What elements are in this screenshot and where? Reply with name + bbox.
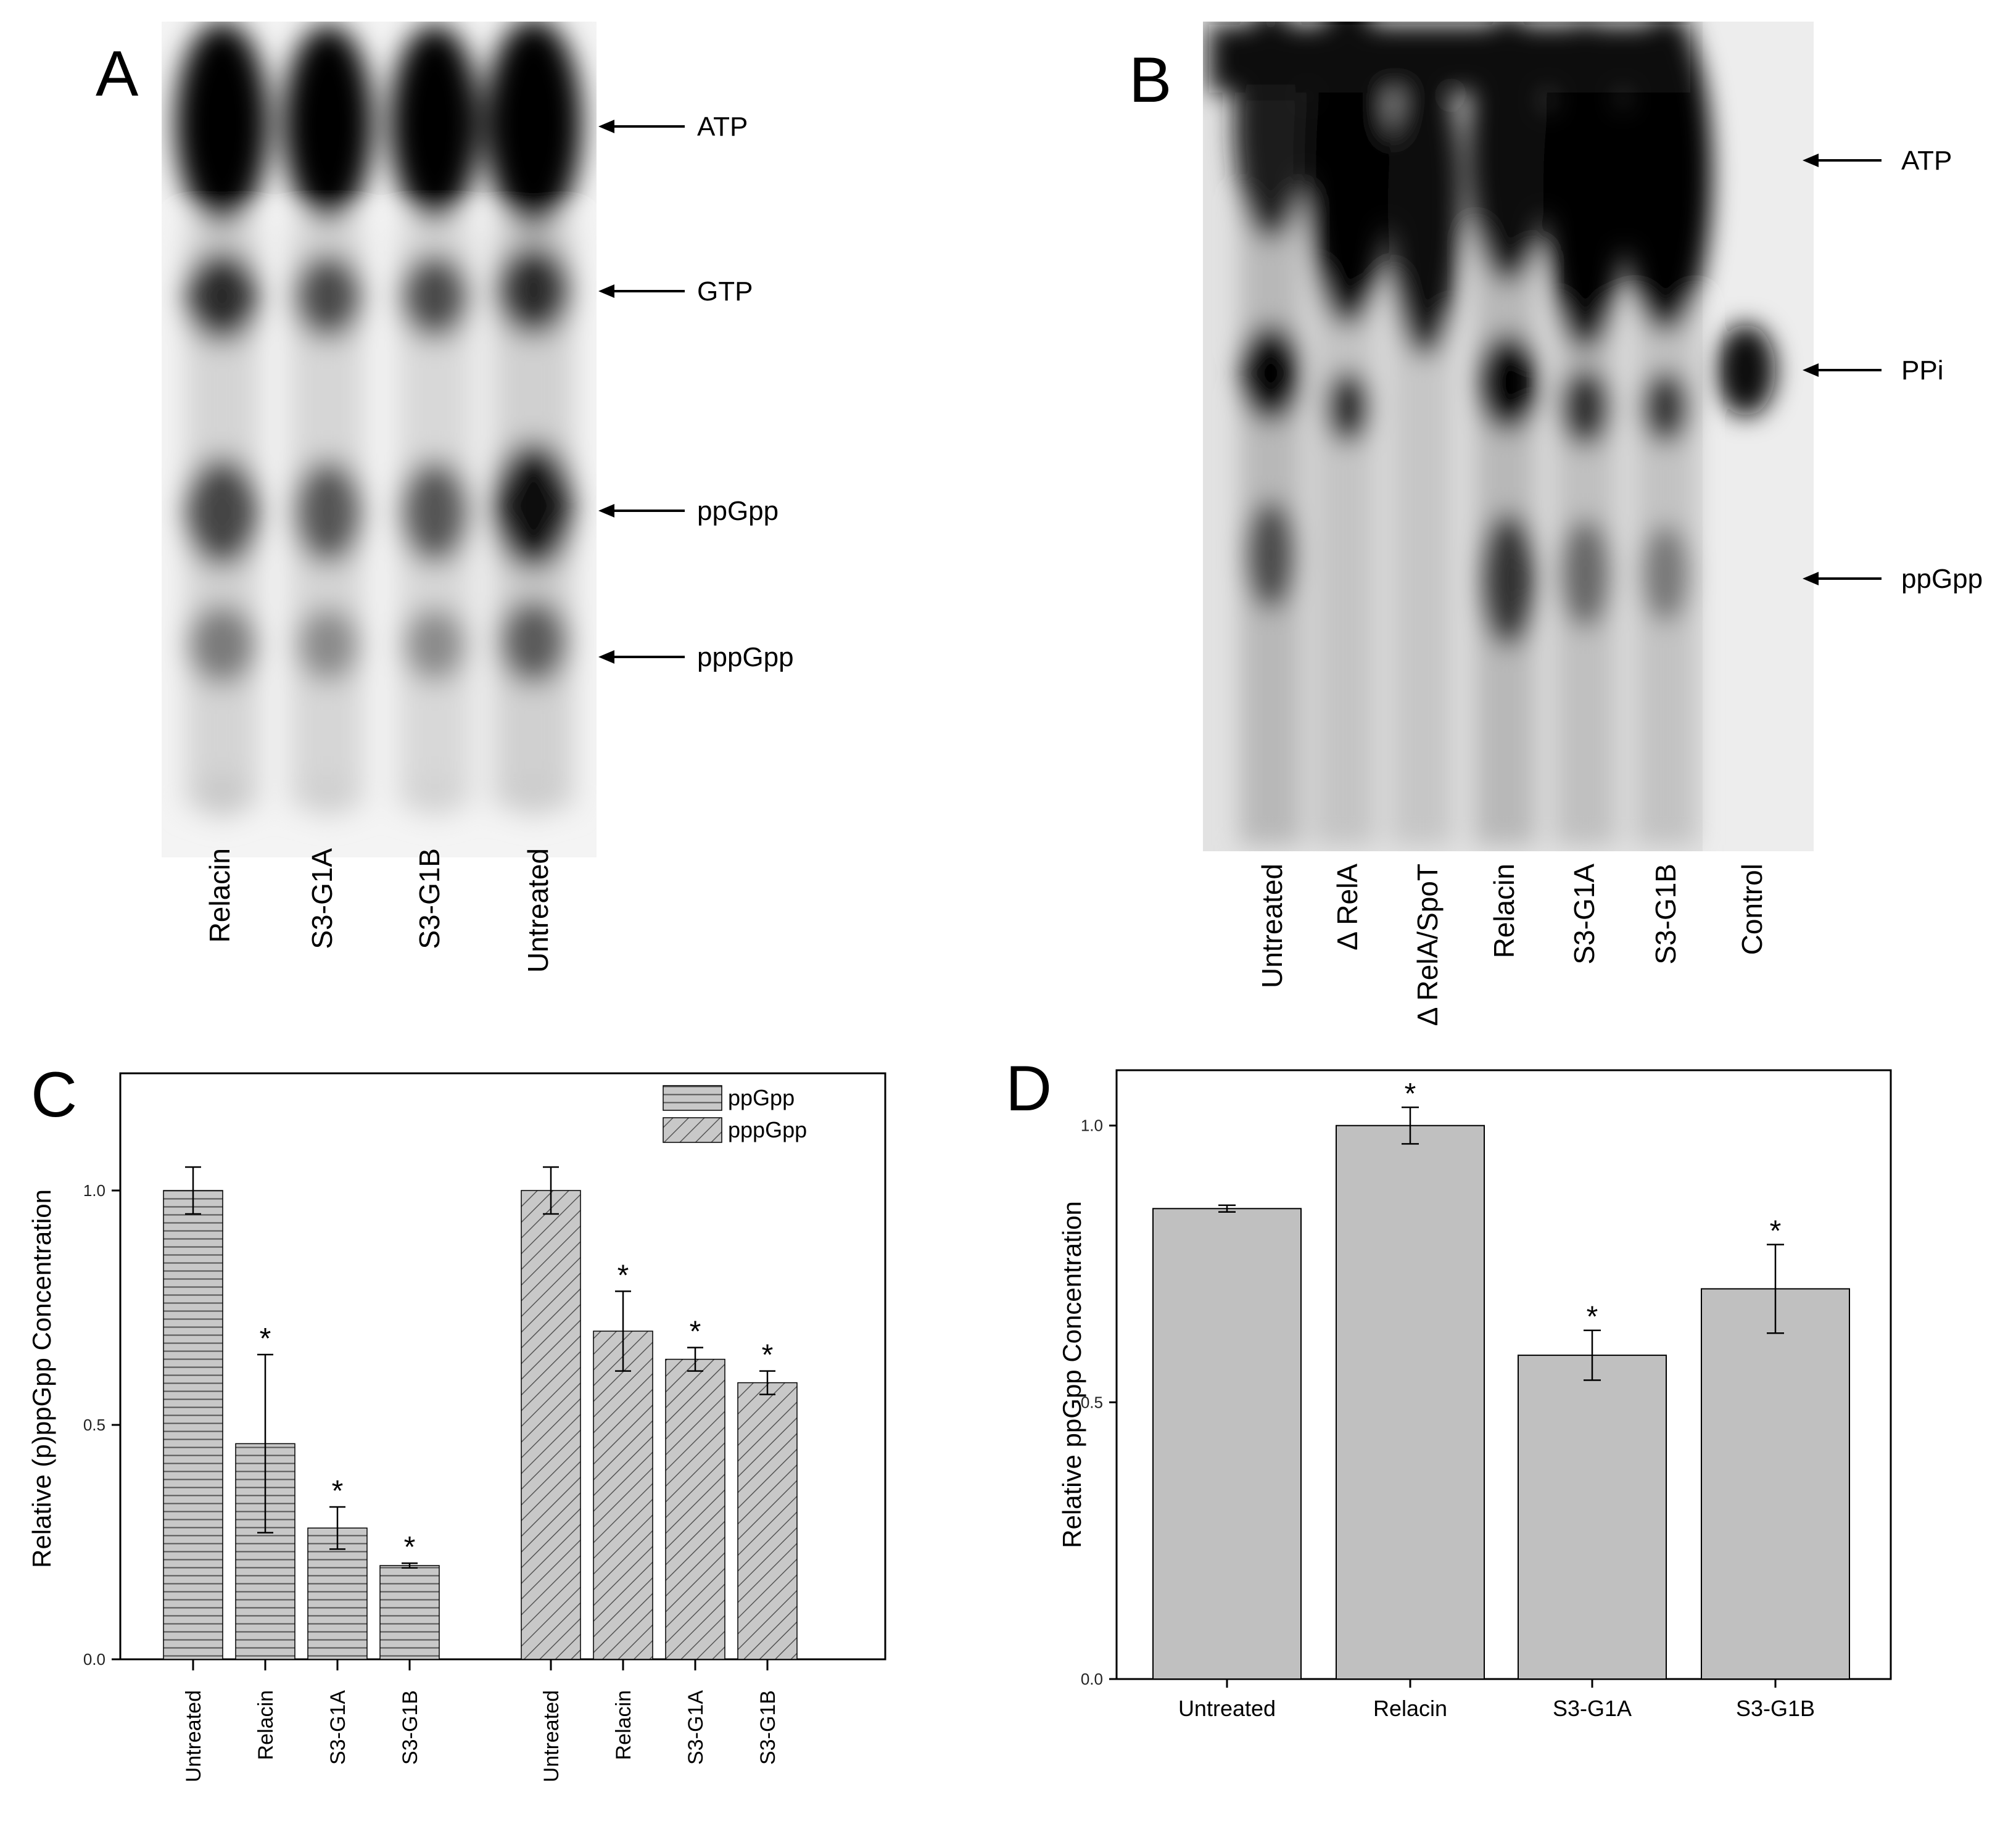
chart-d-significance-marker: *	[1405, 1078, 1416, 1110]
gel-a-lane-relacin: Relacin	[204, 848, 236, 943]
chart-d-frame	[1115, 1069, 1892, 1680]
panel-a: A	[96, 22, 794, 973]
chart-c-legend-label-ppgpp: ppGpp	[728, 1085, 795, 1110]
gel-b-band-ppi-label: PPi	[1901, 355, 1943, 386]
gel-b-band-ppgpp-arrowhead	[1803, 572, 1819, 585]
gel-a-band-pppgpp-arrowhead	[598, 650, 614, 664]
chart-c-frame	[119, 1072, 886, 1661]
gel-b-band-labels: ATP PPi ppGpp	[1803, 146, 1983, 594]
gel-a-band-pppgpp-label: pppGpp	[697, 642, 794, 672]
chart-c-y-tick-label: 0.5	[83, 1416, 105, 1434]
chart-d: 0.0 0.5 1.0 Relative ppGpp Concentration Unt…	[1057, 1069, 1892, 1721]
chart-d-x-tick-label: S3-G1A	[1553, 1696, 1632, 1721]
chart-d-x-tick-label: S3-G1B	[1736, 1696, 1815, 1721]
chart-c-pppgpp-bar	[593, 1331, 653, 1660]
chart-c-legend-swatch-pppgpp	[663, 1117, 722, 1143]
chart-d-y-tick-label: 1.0	[1081, 1116, 1103, 1135]
gel-b-band-ppi-arrowhead	[1803, 363, 1819, 377]
chart-c-x-tick-label: S3-G1B	[756, 1690, 780, 1765]
chart-d-y-axis-title: Relative ppGpp Concentration	[1057, 1201, 1086, 1548]
chart-d-y-tick-label: 0.0	[1081, 1670, 1103, 1688]
gel-b-lane-rela-spot: Δ RelA/SpoT	[1411, 864, 1444, 1026]
gel-b-band-atp-arrowhead	[1803, 154, 1819, 167]
chart-c: 0.0 0.5 1.0 Relative (p)ppGpp Concentration…	[27, 1072, 886, 1782]
gel-a-band-atp-arrowhead	[598, 120, 614, 133]
gel-b-lane-s3-g1a: S3-G1A	[1568, 864, 1600, 965]
chart-d-y-tick-label: 0.5	[1081, 1393, 1103, 1411]
chart-c-legend-swatch-ppgpp	[663, 1085, 722, 1111]
chart-c-pppgpp-bar	[521, 1190, 581, 1660]
chart-c-x-tick-label: S3-G1A	[684, 1690, 708, 1765]
panel-c-letter: C	[31, 1059, 77, 1131]
chart-c-ppgpp-significance-marker: *	[404, 1531, 416, 1564]
chart-c-ppgpp-significance-marker: *	[332, 1475, 344, 1508]
chart-c-pppgpp-bar	[737, 1382, 798, 1660]
panel-b: B	[1129, 22, 1983, 1026]
gel-b-lane-labels: Untreated Δ RelA Δ RelA/SpoT Relacin S3-G1A S…	[1256, 864, 1768, 1026]
chart-d-bar	[1336, 1125, 1485, 1680]
chart-c-ppgpp-bar	[163, 1190, 223, 1660]
panel-b-letter: B	[1129, 44, 1171, 116]
gel-a-image	[162, 22, 597, 857]
gel-b-lane-control: Control	[1736, 864, 1768, 955]
chart-d-bar	[1518, 1355, 1667, 1680]
chart-d-significance-marker: *	[1587, 1301, 1598, 1334]
chart-c-legend-label-pppgpp: pppGpp	[728, 1117, 807, 1142]
gel-a-band-ppgpp-label: ppGpp	[697, 496, 779, 526]
gel-a-band-atp-label: ATP	[697, 112, 748, 142]
gel-a-lane-untreated: Untreated	[522, 848, 554, 973]
chart-d-bar	[1701, 1288, 1850, 1680]
gel-b-lane-untreated: Untreated	[1256, 864, 1288, 988]
chart-c-x-tick-label: Untreated	[182, 1690, 205, 1782]
panel-a-letter: A	[96, 38, 139, 110]
gel-a-band-gtp-arrowhead	[598, 284, 614, 298]
gel-b-bands	[1209, 22, 1775, 845]
chart-d-x-tick-label: Relacin	[1373, 1696, 1447, 1721]
gel-b-band-atp-label: ATP	[1901, 146, 1952, 176]
chart-c-y-tick-label: 0.0	[83, 1650, 105, 1669]
gel-b-lane-rela: Δ RelA	[1331, 864, 1363, 951]
chart-c-x-tick-label: Relacin	[612, 1690, 635, 1760]
chart-c-x-tick-label: Relacin	[254, 1690, 278, 1760]
chart-c-y-tick-label: 1.0	[83, 1181, 105, 1200]
panel-c: C 0.0 0.5 1.0 Relative (p)ppGpp Concentrati…	[27, 1059, 886, 1782]
gel-a-bands	[176, 22, 582, 817]
gel-b-lane-relacin: Relacin	[1488, 864, 1520, 958]
gel-b-band-ppgpp-label: ppGpp	[1901, 564, 1983, 594]
gel-a-lane-labels: Relacin S3-G1A S3-G1B Untreated	[204, 848, 554, 973]
chart-d-x-tick-label: Untreated	[1178, 1696, 1276, 1721]
chart-d-significance-marker: *	[1770, 1215, 1782, 1248]
panel-d-letter: D	[1006, 1053, 1052, 1125]
gel-a-band-labels: ATP GTP ppGpp pppGpp	[598, 112, 794, 672]
gel-a-band-ppgpp-arrowhead	[598, 504, 614, 518]
gel-b-image	[1203, 22, 1814, 851]
chart-c-pppgpp-significance-marker: *	[690, 1316, 701, 1348]
chart-c-x-tick-label: Untreated	[540, 1690, 563, 1782]
chart-c-pppgpp-significance-marker: *	[618, 1259, 629, 1292]
chart-c-ppgpp-significance-marker: *	[260, 1323, 271, 1355]
chart-c-y-axis-title: Relative (p)ppGpp Concentration	[27, 1189, 56, 1568]
chart-c-ppgpp-bar	[307, 1527, 368, 1660]
gel-a-band-gtp-label: GTP	[697, 276, 753, 307]
chart-c-pppgpp-bar	[665, 1358, 725, 1660]
panel-d: D 0.0 0.5 1.0 Relative ppGpp Concentration U…	[1006, 1053, 1892, 1721]
chart-c-x-tick-label: S3-G1A	[326, 1690, 350, 1765]
gel-b-lane-s3-g1b: S3-G1B	[1650, 864, 1682, 965]
gel-a-lane-s3-g1b: S3-G1B	[413, 848, 445, 949]
chart-c-ppgpp-bar	[379, 1565, 440, 1660]
chart-c-x-tick-label: S3-G1B	[399, 1690, 422, 1765]
chart-d-bar	[1152, 1208, 1302, 1680]
chart-c-pppgpp-significance-marker: *	[762, 1339, 774, 1372]
gel-a-lane-s3-g1a: S3-G1A	[306, 848, 338, 949]
